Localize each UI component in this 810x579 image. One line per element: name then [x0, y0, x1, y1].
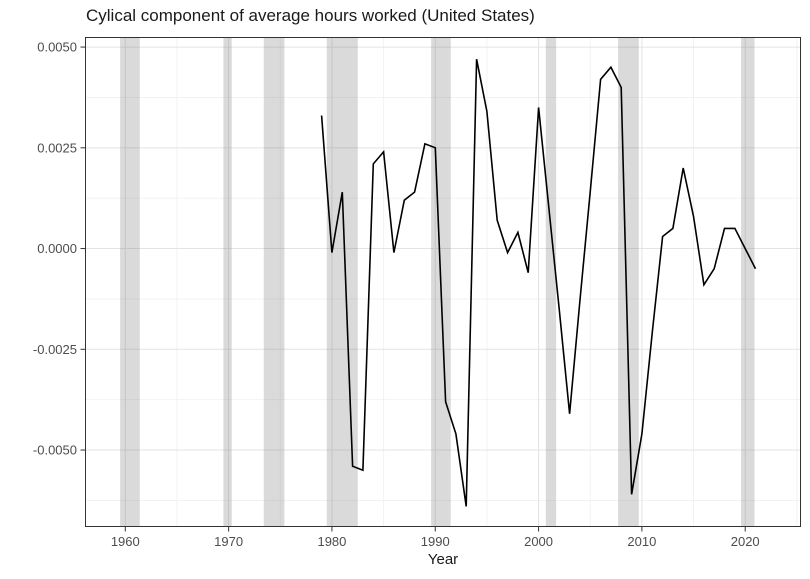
recession-band: [263, 37, 285, 527]
x-tick-label: 1960: [111, 534, 140, 549]
y-tick-label: 0.0025: [37, 140, 77, 155]
recession-band: [223, 37, 232, 527]
panel-background: [85, 37, 801, 527]
y-tick-label: 0.0000: [37, 241, 77, 256]
y-tick-label: -0.0025: [33, 342, 77, 357]
x-tick-label: 2020: [731, 534, 760, 549]
recession-band: [741, 37, 755, 527]
x-tick-label: 1980: [317, 534, 346, 549]
x-tick-label: 2000: [524, 534, 553, 549]
panel-border: [85, 37, 801, 527]
y-tick-label: 0.0050: [37, 40, 77, 55]
series-line: [320, 59, 757, 507]
recession-band: [545, 37, 557, 527]
x-tick-label: 2010: [627, 534, 656, 549]
recession-band: [120, 37, 140, 527]
x-tick-label: 1990: [421, 534, 450, 549]
y-tick-label: -0.0050: [33, 443, 77, 458]
chart-title: Cylical component of average hours worke…: [86, 6, 535, 25]
recession-band: [326, 37, 358, 527]
x-axis-title: Year: [427, 551, 459, 568]
x-tick-label: 1970: [214, 534, 243, 549]
